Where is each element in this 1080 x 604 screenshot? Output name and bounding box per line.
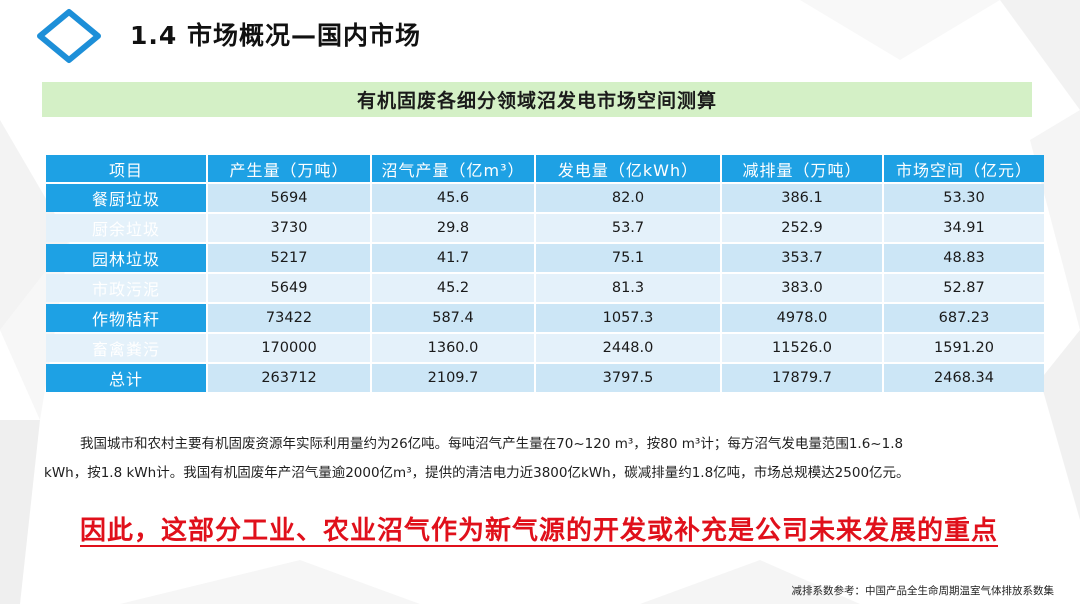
- column-header-market: 市场空间（亿元）: [884, 155, 1044, 182]
- table-row: 厨余垃圾 3730 29.8 53.7 252.9 34.91: [46, 214, 1044, 242]
- row-label: 厨余垃圾: [46, 214, 206, 242]
- cell-reduction: 4978.0: [722, 304, 882, 332]
- explanation-paragraph: 我国城市和农村主要有机固废资源年实际利用量约为26亿吨。每吨沼气产生量在70~1…: [44, 430, 1034, 488]
- cell-reduction: 252.9: [722, 214, 882, 242]
- cell-market: 34.91: [884, 214, 1044, 242]
- diamond-logo-icon: [37, 9, 101, 63]
- cell-production: 170000: [208, 334, 370, 362]
- page-title: 1.4 市场概况—国内市场: [130, 21, 421, 50]
- cell-biogas: 1360.0: [372, 334, 534, 362]
- cell-power: 53.7: [536, 214, 720, 242]
- table-row: 作物秸秆 73422 587.4 1057.3 4978.0 687.23: [46, 304, 1044, 332]
- column-header-production: 产生量（万吨）: [208, 155, 370, 182]
- cell-production: 263712: [208, 364, 370, 392]
- cell-production: 5217: [208, 244, 370, 272]
- table-header-row: 项目 产生量（万吨） 沼气产量（亿m³） 发电量（亿kWh） 减排量（万吨） 市…: [46, 155, 1044, 182]
- table-total-row: 总计 263712 2109.7 3797.5 17879.7 2468.34: [46, 364, 1044, 392]
- row-label: 园林垃圾: [46, 244, 206, 272]
- cell-biogas: 587.4: [372, 304, 534, 332]
- column-header-power: 发电量（亿kWh）: [536, 155, 720, 182]
- table-row: 市政污泥 5649 45.2 81.3 383.0 52.87: [46, 274, 1044, 302]
- cell-reduction: 353.7: [722, 244, 882, 272]
- cell-market: 48.83: [884, 244, 1044, 272]
- cell-biogas: 45.6: [372, 184, 534, 212]
- cell-power: 1057.3: [536, 304, 720, 332]
- cell-market: 1591.20: [884, 334, 1044, 362]
- cell-market: 53.30: [884, 184, 1044, 212]
- table-row: 畜禽粪污 170000 1360.0 2448.0 11526.0 1591.2…: [46, 334, 1044, 362]
- cell-power: 2448.0: [536, 334, 720, 362]
- cell-power: 81.3: [536, 274, 720, 302]
- market-space-table: 项目 产生量（万吨） 沼气产量（亿m³） 发电量（亿kWh） 减排量（万吨） 市…: [44, 153, 1046, 394]
- column-header-biogas: 沼气产量（亿m³）: [372, 155, 534, 182]
- cell-biogas: 2109.7: [372, 364, 534, 392]
- table-title-banner: 有机固废各细分领域沼发电市场空间测算: [42, 82, 1032, 117]
- cell-production: 5694: [208, 184, 370, 212]
- cell-reduction: 17879.7: [722, 364, 882, 392]
- column-header-item: 项目: [46, 155, 206, 182]
- row-label: 畜禽粪污: [46, 334, 206, 362]
- table-row: 餐厨垃圾 5694 45.6 82.0 386.1 53.30: [46, 184, 1044, 212]
- row-label: 总计: [46, 364, 206, 392]
- cell-biogas: 29.8: [372, 214, 534, 242]
- column-header-reduction: 减排量（万吨）: [722, 155, 882, 182]
- cell-production: 5649: [208, 274, 370, 302]
- cell-market: 687.23: [884, 304, 1044, 332]
- slide-header: 1.4 市场概况—国内市场: [0, 0, 1080, 72]
- cell-biogas: 41.7: [372, 244, 534, 272]
- cell-power: 82.0: [536, 184, 720, 212]
- table-row: 园林垃圾 5217 41.7 75.1 353.7 48.83: [46, 244, 1044, 272]
- explanation-line-1: 我国城市和农村主要有机固废资源年实际利用量约为26亿吨。每吨沼气产生量在70~1…: [80, 436, 904, 452]
- source-footnote: 减排系数参考：中国产品全生命周期温室气体排放系数集: [791, 585, 1055, 597]
- row-label: 市政污泥: [46, 274, 206, 302]
- cell-biogas: 45.2: [372, 274, 534, 302]
- explanation-line-2: kWh，按1.8 kWh计。我国有机固废年产沼气量逾2000亿m³，提供的清洁电…: [44, 465, 910, 481]
- row-label: 餐厨垃圾: [46, 184, 206, 212]
- cell-production: 73422: [208, 304, 370, 332]
- conclusion-statement: 因此，这部分工业、农业沼气作为新气源的开发或补充是公司未来发展的重点: [80, 516, 999, 546]
- row-label: 作物秸秆: [46, 304, 206, 332]
- cell-power: 3797.5: [536, 364, 720, 392]
- cell-power: 75.1: [536, 244, 720, 272]
- cell-reduction: 383.0: [722, 274, 882, 302]
- cell-production: 3730: [208, 214, 370, 242]
- cell-reduction: 386.1: [722, 184, 882, 212]
- cell-market: 2468.34: [884, 364, 1044, 392]
- cell-reduction: 11526.0: [722, 334, 882, 362]
- cell-market: 52.87: [884, 274, 1044, 302]
